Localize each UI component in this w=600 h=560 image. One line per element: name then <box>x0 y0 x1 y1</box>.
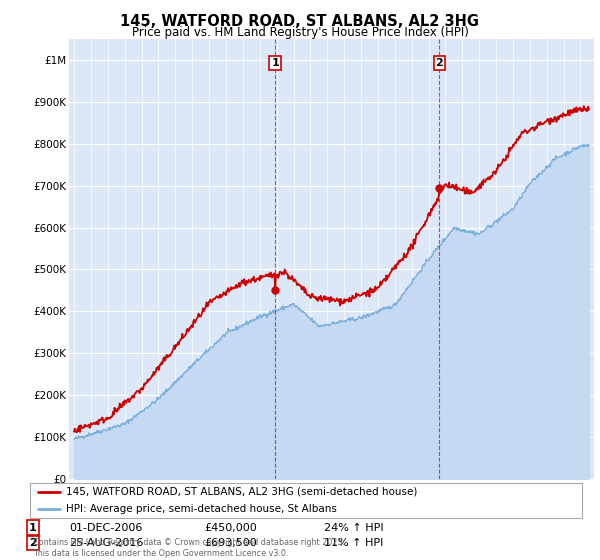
Text: 1: 1 <box>271 58 279 68</box>
Text: £693,500: £693,500 <box>204 538 257 548</box>
Text: 145, WATFORD ROAD, ST ALBANS, AL2 3HG: 145, WATFORD ROAD, ST ALBANS, AL2 3HG <box>121 14 479 29</box>
Text: 145, WATFORD ROAD, ST ALBANS, AL2 3HG (semi-detached house): 145, WATFORD ROAD, ST ALBANS, AL2 3HG (s… <box>66 487 417 497</box>
Text: 11% ↑ HPI: 11% ↑ HPI <box>324 538 383 548</box>
Text: 24% ↑ HPI: 24% ↑ HPI <box>324 522 383 533</box>
Text: Contains HM Land Registry data © Crown copyright and database right 2025.
This d: Contains HM Land Registry data © Crown c… <box>33 538 345 558</box>
Text: HPI: Average price, semi-detached house, St Albans: HPI: Average price, semi-detached house,… <box>66 505 337 514</box>
Text: £450,000: £450,000 <box>204 522 257 533</box>
Text: 2: 2 <box>436 58 443 68</box>
Text: 25-AUG-2016: 25-AUG-2016 <box>69 538 143 548</box>
Text: 01-DEC-2006: 01-DEC-2006 <box>69 522 142 533</box>
Text: 2: 2 <box>29 538 37 548</box>
Text: Price paid vs. HM Land Registry's House Price Index (HPI): Price paid vs. HM Land Registry's House … <box>131 26 469 39</box>
Text: 1: 1 <box>29 522 37 533</box>
